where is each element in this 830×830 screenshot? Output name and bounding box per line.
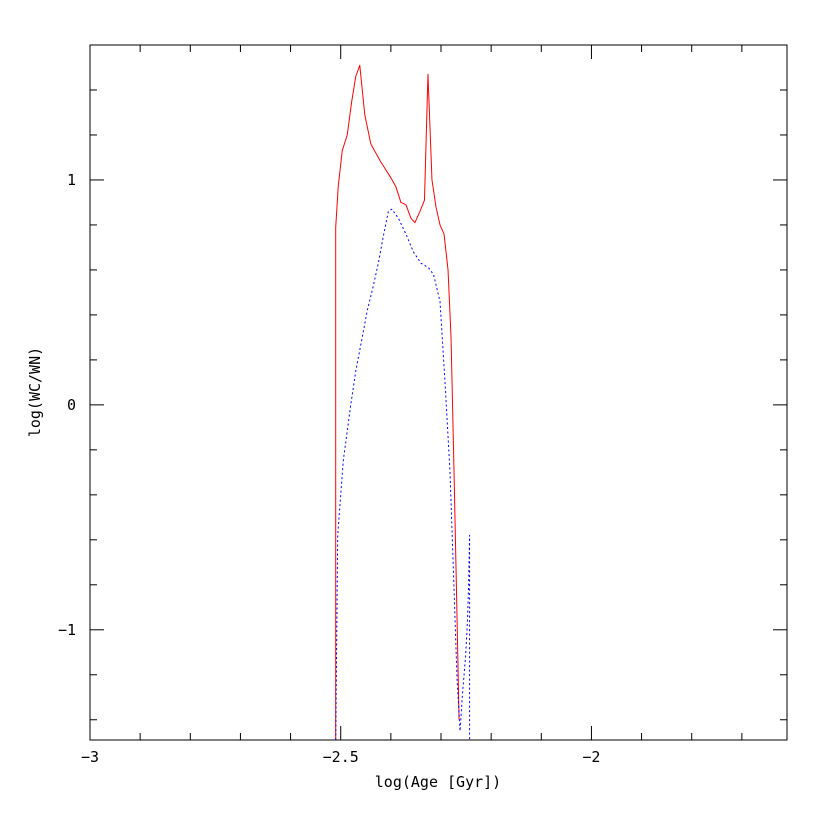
y-tick-label: 0 [67, 396, 76, 414]
x-tick-label: −3 [81, 748, 99, 766]
series-line-red [335, 64, 460, 740]
x-axis-label: log(Age [Gyr]) [375, 773, 501, 791]
plot-frame [89, 44, 788, 741]
y-tick-label: 1 [67, 171, 76, 189]
series-line-blue-dotted [335, 208, 471, 741]
y-tick-label: −1 [58, 621, 76, 639]
axis-tick-labels: −3 −2.5 −2 −1 0 1 [58, 171, 601, 766]
y-axis-label: log(WC/WN) [26, 347, 44, 437]
axis-ticks [89, 44, 787, 740]
x-tick-label: −2 [582, 748, 600, 766]
data-series [335, 64, 471, 741]
x-tick-label: −2.5 [323, 748, 359, 766]
